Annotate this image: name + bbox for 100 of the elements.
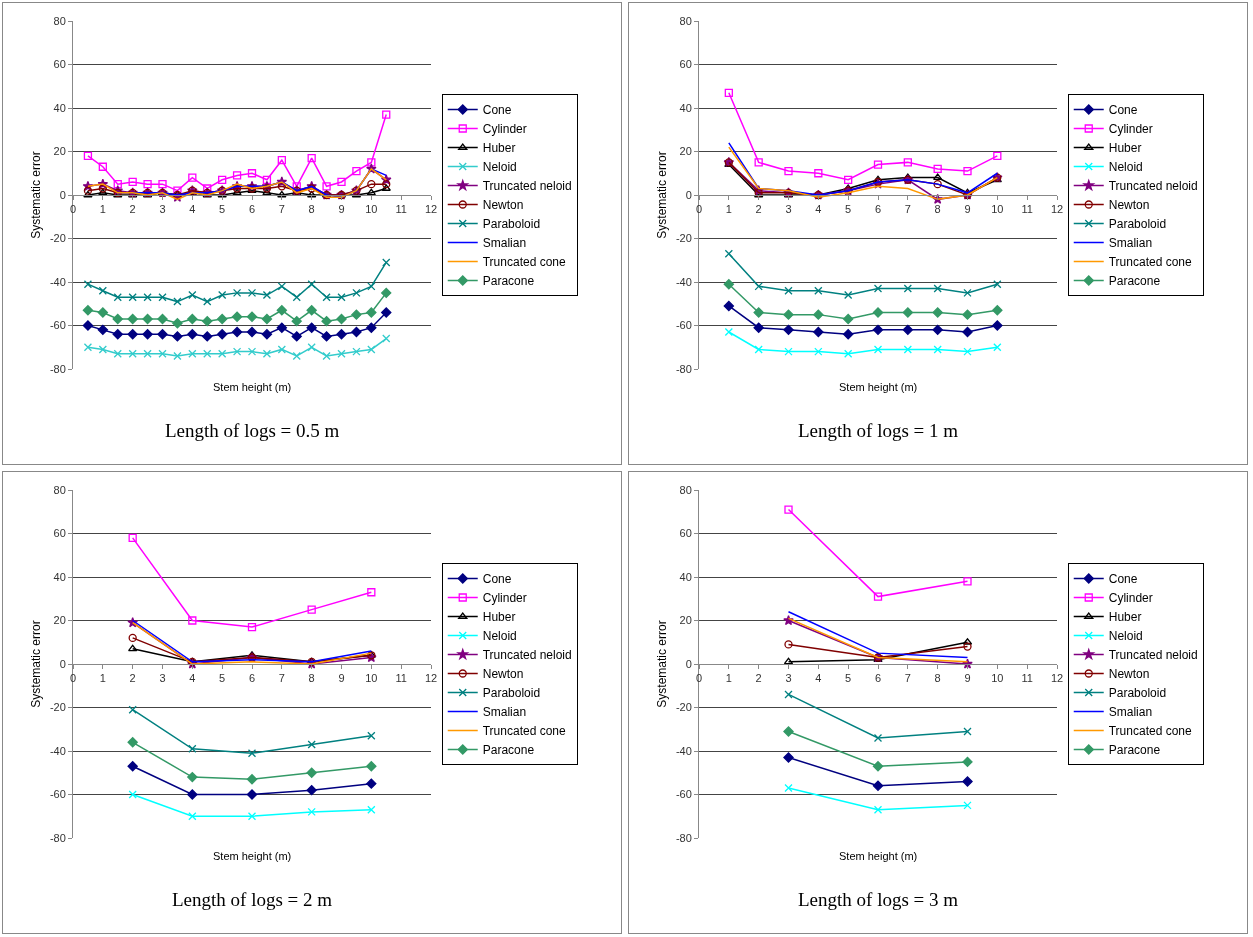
y-tick-label: -40 (675, 744, 692, 757)
text: Length of logs = 1 m (798, 420, 959, 441)
x-tick-label: 5 (845, 203, 852, 216)
x-tick-label: 2 (755, 672, 762, 685)
y-tick-label: 0 (685, 188, 692, 201)
y-tick-label: 40 (679, 101, 692, 114)
x-tick-label: 10 (365, 203, 378, 216)
legend-label: Paracone (1108, 743, 1161, 758)
x-tick-label: 12 (424, 672, 438, 685)
x-tick-label: 9 (338, 672, 345, 685)
legend-label: Neloid (1108, 629, 1143, 644)
legend-label: Cylinder (482, 122, 527, 137)
y-tick-label: -40 (49, 744, 66, 757)
x-tick-label: 11 (395, 203, 407, 216)
x-tick-label: 5 (219, 672, 226, 685)
y-tick-label: 40 (679, 570, 692, 583)
legend-label: Smalian (482, 236, 527, 251)
y-tick-label: 40 (53, 570, 66, 583)
y-tick-label: -60 (675, 788, 692, 801)
x-tick-label: 6 (874, 672, 882, 685)
legend-label: Cone (482, 572, 512, 587)
legend-label: Huber (1108, 141, 1142, 156)
y-axis-title: Systematic error (29, 151, 44, 239)
y-tick-label: 60 (679, 58, 692, 71)
x-tick-label: 1 (99, 203, 106, 216)
x-tick-label: 8 (934, 203, 941, 216)
x-tick-label: 8 (934, 672, 941, 685)
legend-label: Cylinder (1108, 122, 1153, 137)
legend-label: Huber (482, 141, 516, 156)
x-tick-label: 3 (159, 203, 166, 216)
legend-label: Neloid (482, 629, 517, 644)
legend-label: Truncated neloid (482, 179, 572, 194)
x-tick-label: 2 (755, 203, 762, 216)
legend-label: Paracone (482, 274, 535, 289)
x-tick-label: 8 (308, 203, 315, 216)
x-tick-label: 4 (815, 672, 822, 685)
legend-label: Smalian (482, 705, 527, 720)
y-tick-label: -80 (675, 831, 692, 844)
x-tick-label: 7 (904, 203, 911, 216)
x-tick-label: 11 (1021, 203, 1033, 216)
x-tick-label: 7 (278, 203, 285, 216)
y-tick-label: 0 (59, 657, 66, 670)
y-tick-label: -80 (49, 831, 66, 844)
x-tick-label: 10 (991, 672, 1004, 685)
y-tick-label: 40 (53, 101, 66, 114)
legend-label: Cone (482, 103, 512, 118)
legend-label: Smalian (1108, 705, 1153, 720)
y-tick-label: 0 (685, 657, 692, 670)
x-tick-label: 1 (725, 203, 732, 216)
x-tick-label: 4 (189, 672, 196, 685)
x-tick-label: 2 (129, 672, 136, 685)
x-tick-label: 10 (365, 672, 378, 685)
x-tick-label: 3 (159, 672, 166, 685)
x-tick-label: 12 (424, 203, 438, 216)
legend-label: Neloid (482, 160, 517, 175)
y-tick-label: 20 (53, 145, 66, 158)
x-tick-label: 5 (845, 672, 852, 685)
x-tick-label: 7 (904, 672, 911, 685)
text: Length of logs = 2 m (172, 889, 333, 910)
legend-label: Truncated neloid (1108, 648, 1198, 663)
y-tick-label: 20 (679, 145, 692, 158)
y-tick-label: 60 (53, 58, 66, 71)
legend-label: Paraboloid (482, 217, 541, 232)
y-tick-label: 80 (53, 483, 66, 496)
y-tick-label: -20 (49, 701, 66, 714)
legend-label: Truncated cone (1108, 724, 1193, 739)
y-tick-label: 0 (59, 188, 66, 201)
x-tick-label: 12 (1050, 672, 1064, 685)
x-tick-label: 1 (99, 672, 106, 685)
legend-label: Cylinder (1108, 591, 1153, 606)
y-tick-label: -60 (49, 319, 66, 332)
x-tick-label: 9 (964, 672, 971, 685)
x-tick-label: 9 (964, 203, 971, 216)
x-tick-label: 7 (278, 672, 285, 685)
legend-label: Truncated cone (482, 255, 567, 270)
y-tick-label: 20 (53, 614, 66, 627)
y-tick-label: -60 (49, 788, 66, 801)
text: Length of logs = 0.5 m (165, 420, 340, 441)
y-tick-label: -80 (49, 362, 66, 375)
y-tick-label: 80 (679, 483, 692, 496)
legend-label: Paraboloid (482, 686, 541, 701)
y-tick-label: -20 (675, 232, 692, 245)
y-tick-label: -20 (49, 232, 66, 245)
legend-label: Truncated neloid (1108, 179, 1198, 194)
x-tick-label: 11 (1021, 672, 1033, 685)
legend-label: Paraboloid (1108, 686, 1167, 701)
x-tick-label: 4 (815, 203, 822, 216)
y-tick-label: -20 (675, 701, 692, 714)
legend-label: Cone (1108, 103, 1138, 118)
x-tick-label: 4 (189, 203, 196, 216)
x-tick-label: 3 (785, 203, 792, 216)
y-tick-label: -80 (675, 362, 692, 375)
legend-label: Cylinder (482, 591, 527, 606)
x-tick-label: 2 (129, 203, 136, 216)
x-tick-label: 9 (338, 203, 345, 216)
legend-label: Newton (1108, 198, 1150, 213)
text: Length of logs = 3 m (798, 889, 959, 910)
x-tick-label: 6 (248, 203, 256, 216)
y-axis-title: Systematic error (29, 620, 44, 708)
y-tick-label: 60 (679, 527, 692, 540)
